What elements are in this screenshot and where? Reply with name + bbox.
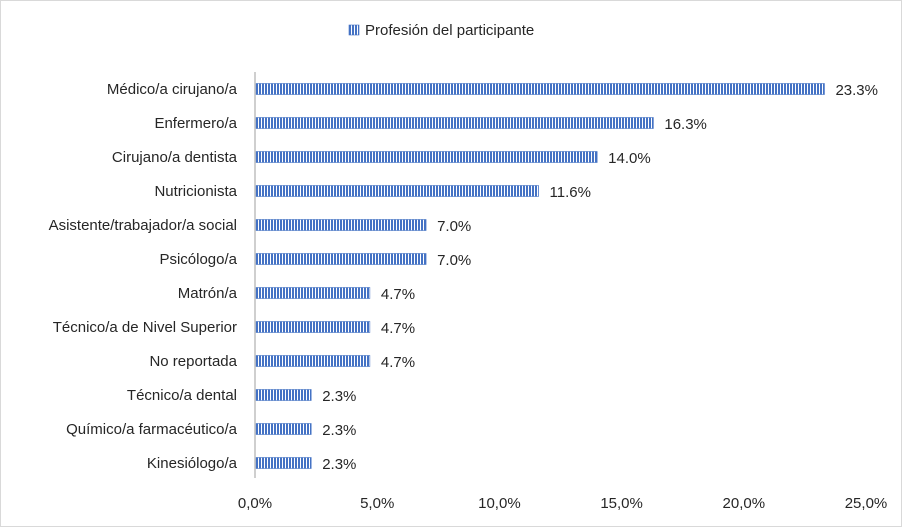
category-label: Médico/a cirujano/a [107, 81, 238, 98]
bars-group [255, 83, 825, 469]
category-label: Kinesiólogo/a [147, 455, 238, 472]
legend-label: Profesión del participante [365, 22, 534, 39]
data-label: 4.7% [381, 354, 415, 371]
x-tick-label: 10,0% [478, 495, 521, 512]
data-label: 11.6% [550, 184, 591, 201]
x-axis-tick-labels: 0,0% 5,0% 10,0% 15,0% 20,0% 25,0% [238, 495, 887, 512]
bar [255, 151, 598, 163]
bar [255, 287, 371, 299]
data-label: 23.3% [835, 82, 878, 99]
bar [255, 457, 312, 469]
data-label: 14.0% [608, 150, 651, 167]
category-labels: Médico/a cirujano/a Enfermero/a Cirujano/a… [49, 81, 238, 472]
category-label: Matrón/a [178, 285, 238, 302]
bar [255, 321, 371, 333]
category-label: Asistente/trabajador/a social [49, 217, 237, 234]
bar [255, 219, 427, 231]
category-label: No reportada [149, 353, 237, 370]
bar [255, 423, 312, 435]
chart-legend: Profesión del participante [348, 22, 534, 39]
x-tick-label: 15,0% [600, 495, 643, 512]
value-labels: 23.3% 16.3% 14.0% 11.6% 7.0% 7.0% 4.7% 4.7% 4.7%… [322, 82, 878, 473]
bar [255, 389, 312, 401]
category-label: Técnico/a de Nivel Superior [53, 319, 237, 336]
bar [255, 83, 825, 95]
x-tick-label: 5,0% [360, 495, 394, 512]
category-label: Cirujano/a dentista [112, 149, 238, 166]
category-label: Técnico/a dental [127, 387, 237, 404]
category-label: Psicólogo/a [159, 251, 237, 268]
category-label: Enfermero/a [154, 115, 237, 132]
data-label: 2.3% [322, 388, 356, 405]
category-label: Nutricionista [154, 183, 237, 200]
x-tick-label: 0,0% [238, 495, 272, 512]
category-label: Químico/a farmacéutico/a [66, 421, 238, 438]
data-label: 7.0% [437, 252, 471, 269]
data-label: 16.3% [664, 116, 707, 133]
bar [255, 355, 371, 367]
data-label: 4.7% [381, 286, 415, 303]
data-label: 2.3% [322, 456, 356, 473]
x-tick-label: 20,0% [723, 495, 766, 512]
x-tick-label: 25,0% [845, 495, 888, 512]
bar [255, 117, 654, 129]
legend-swatch [348, 24, 360, 36]
bar [255, 185, 539, 197]
data-label: 4.7% [381, 320, 415, 337]
data-label: 7.0% [437, 218, 471, 235]
bar [255, 253, 427, 265]
data-label: 2.3% [322, 422, 356, 439]
